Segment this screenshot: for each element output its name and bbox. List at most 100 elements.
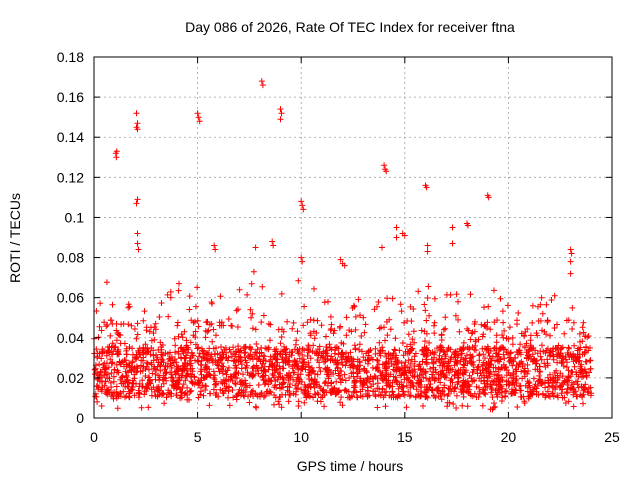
data-point bbox=[579, 324, 586, 331]
data-point bbox=[184, 373, 190, 380]
data-point bbox=[382, 403, 389, 410]
data-point bbox=[129, 345, 136, 352]
data-point bbox=[97, 368, 104, 375]
data-point bbox=[424, 248, 431, 255]
data-point bbox=[107, 379, 114, 386]
data-point bbox=[444, 403, 451, 410]
data-point bbox=[134, 120, 141, 127]
data-point bbox=[276, 351, 283, 357]
data-point bbox=[395, 392, 402, 399]
data-point bbox=[323, 389, 330, 396]
data-point bbox=[117, 332, 124, 339]
data-point bbox=[156, 387, 163, 394]
data-point bbox=[509, 334, 516, 341]
data-point bbox=[397, 301, 404, 308]
data-point bbox=[482, 355, 488, 362]
data-point bbox=[423, 317, 430, 324]
data-point bbox=[339, 361, 346, 368]
data-point bbox=[107, 332, 114, 339]
data-point bbox=[277, 106, 284, 113]
data-point bbox=[455, 298, 461, 305]
data-point bbox=[265, 381, 272, 388]
data-point bbox=[322, 378, 329, 385]
data-point bbox=[352, 326, 359, 333]
data-point bbox=[399, 340, 406, 346]
data-point bbox=[183, 346, 189, 353]
data-point bbox=[208, 320, 215, 327]
data-point bbox=[289, 325, 296, 332]
data-point bbox=[501, 327, 508, 334]
data-point bbox=[570, 403, 577, 410]
data-point bbox=[192, 328, 199, 335]
data-point bbox=[113, 327, 120, 334]
data-point bbox=[482, 365, 489, 372]
data-point bbox=[481, 321, 488, 328]
data-point bbox=[236, 386, 243, 393]
data-point bbox=[532, 366, 539, 373]
data-point bbox=[393, 234, 400, 241]
data-point bbox=[447, 291, 454, 298]
data-point bbox=[377, 368, 383, 375]
data-point bbox=[252, 403, 259, 410]
data-point bbox=[280, 328, 287, 335]
data-point bbox=[425, 283, 432, 290]
data-point bbox=[320, 350, 327, 357]
data-point bbox=[202, 327, 209, 334]
data-point bbox=[183, 342, 190, 349]
data-point bbox=[419, 358, 426, 365]
data-point bbox=[544, 345, 551, 352]
data-point bbox=[278, 290, 285, 297]
data-point bbox=[491, 345, 498, 352]
data-point bbox=[181, 355, 188, 362]
data-point bbox=[451, 349, 458, 356]
data-point bbox=[213, 332, 219, 339]
data-point bbox=[357, 312, 363, 319]
data-point bbox=[455, 316, 461, 323]
data-point bbox=[481, 390, 488, 397]
data-point bbox=[365, 360, 371, 367]
data-point bbox=[398, 308, 405, 315]
data-point bbox=[125, 393, 132, 400]
data-point bbox=[380, 394, 387, 401]
data-point bbox=[418, 371, 425, 378]
data-point bbox=[415, 288, 422, 295]
data-point bbox=[347, 349, 354, 356]
data-point bbox=[103, 279, 110, 286]
data-point bbox=[408, 379, 415, 386]
data-point bbox=[154, 392, 161, 399]
data-point bbox=[433, 385, 440, 392]
data-point bbox=[325, 298, 331, 305]
data-point bbox=[431, 319, 438, 326]
data-point bbox=[304, 319, 311, 326]
data-point bbox=[400, 352, 407, 359]
data-point bbox=[267, 353, 274, 360]
data-point bbox=[325, 367, 332, 374]
data-point bbox=[171, 335, 178, 342]
data-point bbox=[354, 364, 361, 371]
data-point bbox=[238, 365, 245, 372]
data-point bbox=[239, 389, 246, 396]
data-point bbox=[423, 184, 430, 191]
data-point bbox=[104, 321, 111, 328]
data-point bbox=[548, 297, 555, 303]
data-point bbox=[110, 373, 117, 380]
data-point bbox=[279, 374, 286, 381]
data-point bbox=[258, 364, 265, 371]
data-point bbox=[134, 240, 141, 247]
data-point bbox=[271, 401, 277, 408]
data-point bbox=[246, 345, 253, 351]
data-point bbox=[394, 359, 401, 366]
data-point bbox=[462, 358, 469, 364]
data-point bbox=[152, 320, 159, 327]
data-point bbox=[580, 400, 586, 407]
data-point bbox=[250, 268, 257, 275]
data-point bbox=[480, 359, 487, 366]
data-point bbox=[101, 319, 108, 326]
data-point bbox=[191, 381, 198, 388]
data-point bbox=[405, 388, 412, 395]
data-point bbox=[351, 382, 358, 389]
data-point bbox=[449, 366, 456, 373]
data-point bbox=[180, 362, 187, 369]
data-point bbox=[175, 348, 182, 355]
data-point bbox=[267, 321, 274, 328]
